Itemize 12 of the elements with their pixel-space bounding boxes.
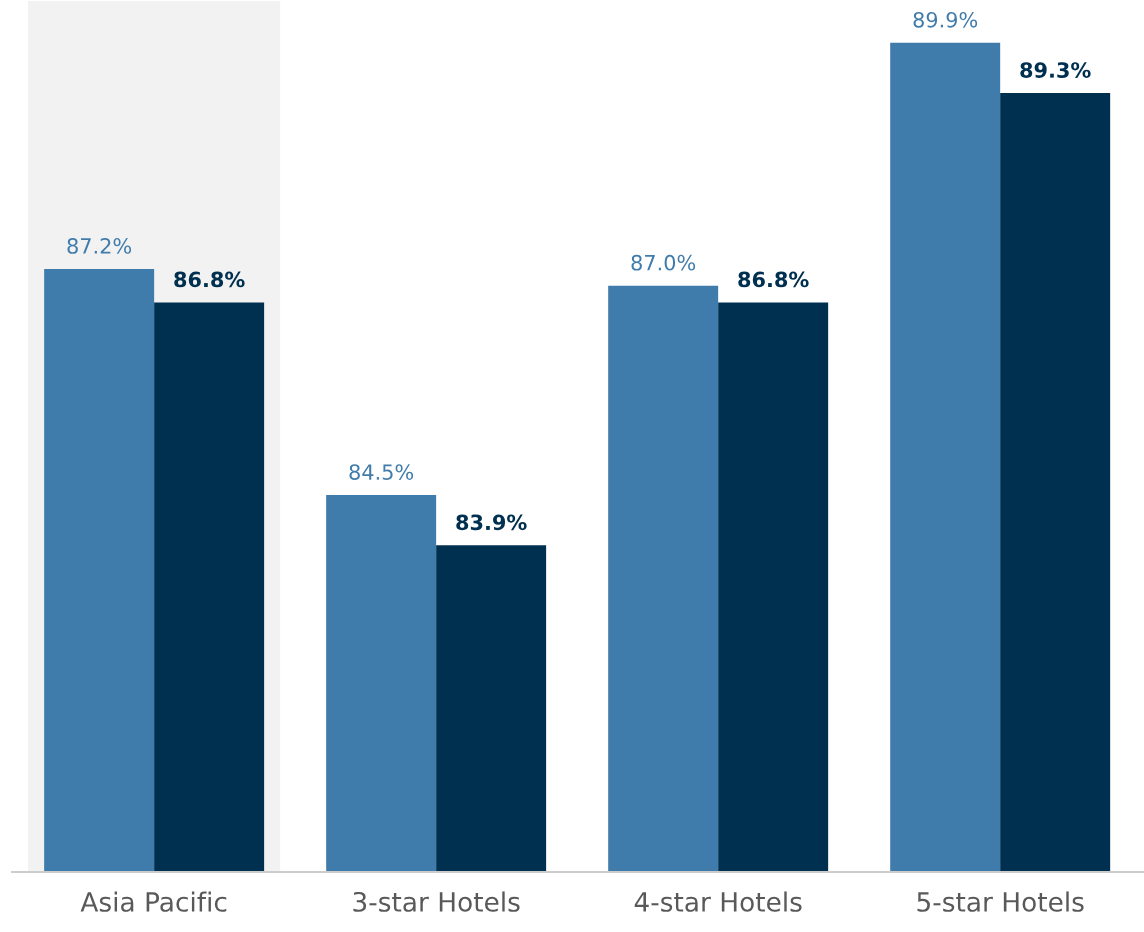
data-label: 84.5% [349, 464, 414, 480]
data-label: 87.2% [67, 238, 132, 254]
data-label: 86.8% [738, 271, 809, 288]
data-label: 89.3% [1020, 62, 1091, 78]
data-label: 87.0% [631, 254, 696, 271]
data-label: 89.9% [913, 11, 978, 28]
x-tick-label: Asia Pacific [80, 891, 227, 912]
x-tick-label: 3-star Hotels [353, 891, 520, 912]
data-label: 86.8% [174, 271, 245, 288]
x-tick-label: 5-star Hotels [917, 891, 1084, 912]
x-tick-label: 4-star Hotels [634, 891, 802, 912]
data-label: 83.9% [456, 514, 527, 531]
